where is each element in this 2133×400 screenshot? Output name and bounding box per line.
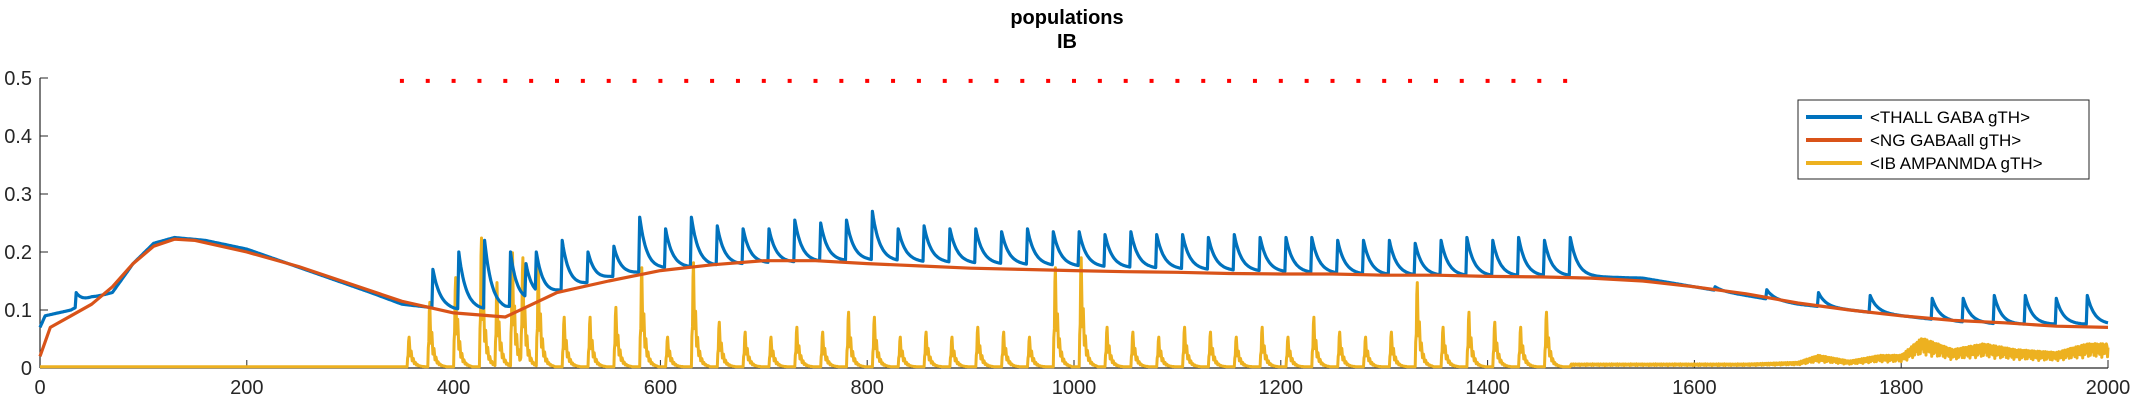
x-tick-label: 1600 xyxy=(1672,377,1717,399)
x-tick-label: 400 xyxy=(437,377,470,399)
stimulus-marker xyxy=(942,78,947,83)
stimulus-marker xyxy=(1278,78,1283,83)
plot-area: 0 200 400 600 800 1000 1200 1400 1600 1800 2000 00… xyxy=(4,68,2130,399)
legend-label-ib: <IB AMPANMDA gTH> xyxy=(1870,154,2043,173)
y-tick-label: 0 xyxy=(21,358,32,380)
x-ticks: 0 200 400 600 800 1000 1200 1400 1600 1800 2000 xyxy=(34,360,2130,399)
stimulus-marker xyxy=(761,78,766,83)
stimulus-marker xyxy=(606,78,611,83)
stimulus-marker xyxy=(968,78,973,83)
stimulus-marker xyxy=(684,78,689,83)
x-tick-label: 1200 xyxy=(1259,377,1304,399)
stimulus-marker xyxy=(1252,78,1257,83)
stimulus-marker xyxy=(1485,78,1490,83)
stimulus-marker xyxy=(865,78,870,83)
stimulus-marker xyxy=(529,78,534,83)
x-tick-label: 1800 xyxy=(1879,377,1924,399)
y-tick-label: 0.4 xyxy=(4,126,32,148)
stimulus-marker xyxy=(1201,78,1206,83)
stimulus-marker xyxy=(1511,78,1516,83)
stimulus-marker xyxy=(1563,78,1568,83)
stimulus-marker xyxy=(555,78,559,83)
stimulus-marker xyxy=(1304,78,1309,83)
y-tick-label: 0.1 xyxy=(4,300,32,322)
y-ticks: 0 0.1 0.2 0.3 0.4 0.5 xyxy=(4,68,48,380)
legend[interactable]: <THALL GABA gTH> <NG GABAall gTH> <IB AM… xyxy=(1797,99,2090,180)
stimulus-marker xyxy=(1149,78,1154,83)
stimulus-marker xyxy=(451,78,456,83)
stimulus-marker xyxy=(1330,78,1335,83)
stimulus-marker xyxy=(1097,78,1102,83)
y-tick-label: 0.2 xyxy=(4,242,32,264)
stimulus-marker xyxy=(891,78,896,83)
x-tick-label: 200 xyxy=(230,377,263,399)
stimulus-marker xyxy=(813,78,818,83)
stimulus-marker xyxy=(1123,78,1128,83)
stimulus-marker xyxy=(1020,78,1025,83)
stimulus-marker xyxy=(580,78,585,83)
series-layer xyxy=(38,209,2110,369)
stimulus-marker xyxy=(839,78,844,83)
series-ng-gabaall xyxy=(38,237,2109,357)
stimulus-marker xyxy=(477,78,482,83)
legend-label-ng: <NG GABAall gTH> xyxy=(1870,131,2021,150)
x-tick-label: 1000 xyxy=(1052,377,1097,399)
stimulus-marker xyxy=(1433,78,1438,83)
stimulus-marker xyxy=(632,78,637,83)
x-tick-label: 2000 xyxy=(2086,377,2131,399)
stimulus-marker xyxy=(1382,78,1387,83)
series-ib-ampanmda xyxy=(39,236,2110,369)
legend-label-thall: <THALL GABA gTH> xyxy=(1870,108,2030,127)
stimulus-markers xyxy=(399,78,1568,83)
stimulus-marker xyxy=(1046,78,1051,83)
stimulus-marker xyxy=(1175,78,1180,83)
stimulus-marker xyxy=(1227,78,1232,83)
stimulus-marker xyxy=(994,78,999,83)
stimulus-marker xyxy=(1072,78,1076,83)
stimulus-marker xyxy=(916,78,921,83)
stimulus-marker xyxy=(787,78,792,83)
stimulus-marker xyxy=(658,78,663,83)
x-tick-label: 1400 xyxy=(1465,377,1510,399)
stimulus-marker xyxy=(503,78,508,83)
x-tick-label: 600 xyxy=(644,377,677,399)
stimulus-marker xyxy=(1459,78,1464,83)
y-tick-label: 0.5 xyxy=(4,68,32,90)
stimulus-marker xyxy=(1356,78,1361,83)
stimulus-marker xyxy=(1537,78,1542,83)
stimulus-marker xyxy=(399,78,404,83)
stimulus-marker xyxy=(710,78,715,83)
stimulus-marker xyxy=(1408,78,1413,83)
chart-title: populations xyxy=(1010,7,1123,29)
stimulus-marker xyxy=(735,78,740,83)
stimulus-marker xyxy=(425,78,430,83)
x-tick-label: 0 xyxy=(34,377,45,399)
chart-subtitle: IB xyxy=(1057,31,1077,53)
y-tick-label: 0.3 xyxy=(4,184,32,206)
x-tick-label: 800 xyxy=(851,377,884,399)
